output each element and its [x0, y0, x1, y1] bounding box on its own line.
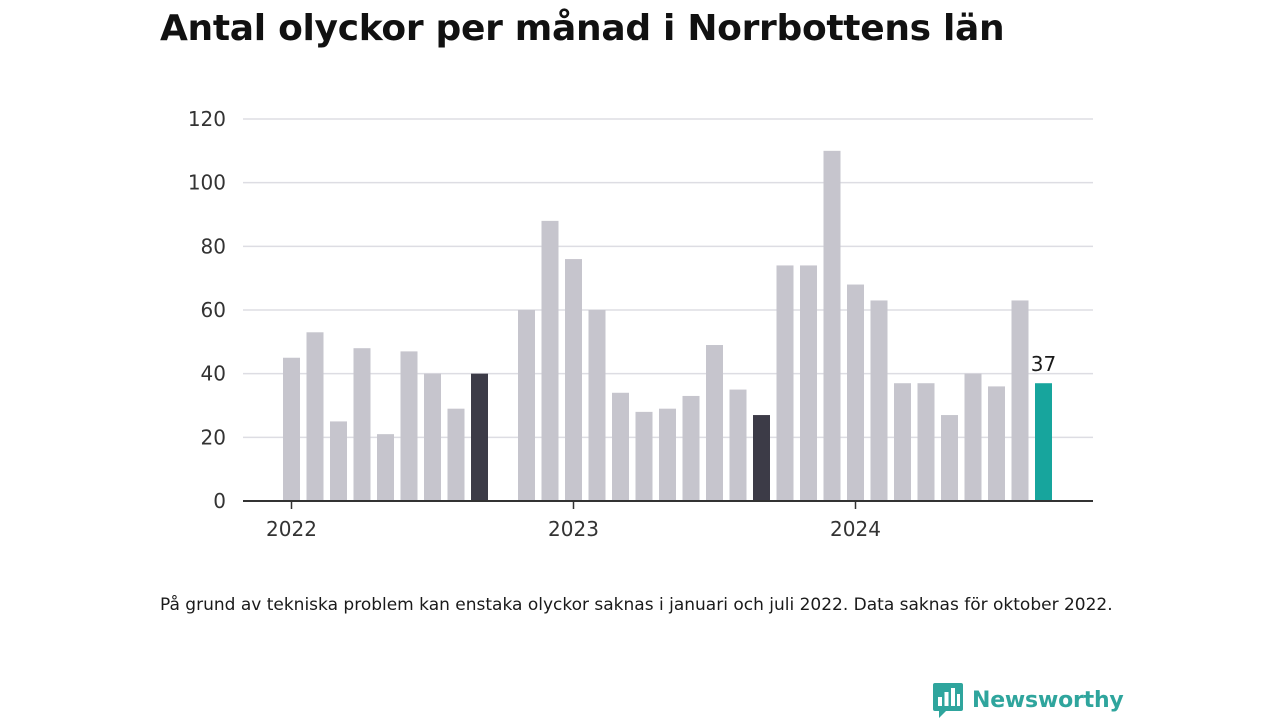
y-tick-label: 120: [188, 107, 226, 131]
x-tick-label: 2024: [830, 517, 881, 541]
bar-2022-02: [306, 332, 324, 501]
bar-2023-11: [800, 265, 817, 501]
bar-2024-08: [1011, 300, 1029, 501]
y-axis-ticks: 0 20 40 60 80 100 120: [188, 107, 226, 513]
y-tick-label: 60: [201, 298, 226, 322]
bar-2024-06: [964, 373, 982, 501]
bar-2022-07: [424, 373, 441, 501]
bar-chart: 0 20 40 60 80 100 120 2022 2023 2024 37: [188, 107, 1093, 541]
y-tick-label: 100: [188, 171, 226, 195]
data-label: 37: [1031, 352, 1056, 376]
bar-2023-05: [659, 408, 676, 501]
x-tick-label: 2023: [548, 517, 599, 541]
bar-2023-09: [753, 415, 770, 501]
y-tick-label: 0: [213, 489, 226, 513]
bar-2023-08: [729, 389, 747, 501]
bar-2024-09: [1035, 383, 1052, 501]
bar-2023-02: [588, 310, 606, 501]
bar-2024-02: [870, 300, 888, 501]
bar-2023-12: [823, 150, 841, 502]
bar-2022-06: [400, 351, 418, 501]
y-tick-label: 40: [201, 362, 226, 386]
newsworthy-logo-icon: [933, 683, 963, 718]
y-tick-label: 20: [201, 425, 226, 449]
chart-title: Antal olyckor per månad i Norrbottens lä…: [160, 8, 1005, 49]
bars: [283, 150, 1052, 502]
bar-2023-04: [635, 411, 653, 501]
bar-2024-04: [917, 383, 935, 501]
bar-2022-11: [518, 310, 535, 501]
bar-2023-01: [565, 259, 582, 501]
y-tick-label: 80: [201, 234, 226, 258]
bar-2022-08: [447, 408, 465, 501]
bar-2022-12: [541, 220, 559, 501]
x-tick-label: 2022: [266, 517, 317, 541]
bar-2024-07: [988, 386, 1005, 501]
bar-2024-03: [894, 383, 911, 501]
footnote: På grund av tekniska problem kan enstaka…: [160, 595, 1113, 615]
bar-2022-04: [353, 348, 371, 501]
bar-2024-05: [941, 415, 958, 501]
brand-logo[interactable]: Newsworthy: [932, 681, 1124, 719]
data-labels: 37: [1031, 352, 1056, 376]
bar-2023-10: [776, 265, 794, 501]
bar-2022-09: [471, 373, 488, 501]
bar-2022-03: [330, 421, 347, 501]
bar-2023-06: [682, 395, 700, 501]
bar-2022-01: [283, 357, 300, 501]
bar-2024-01: [847, 284, 864, 501]
bar-2023-07: [706, 345, 723, 501]
x-axis-ticks: 2022 2023 2024: [266, 501, 881, 541]
brand-name: Newsworthy: [972, 687, 1124, 713]
bar-2023-03: [612, 392, 629, 501]
bar-2022-05: [377, 434, 394, 501]
